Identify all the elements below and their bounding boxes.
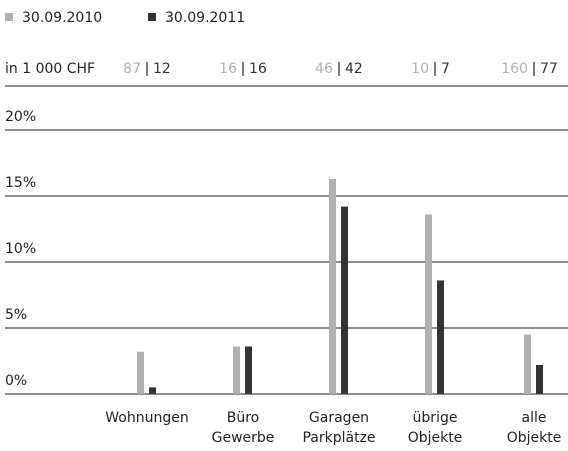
bar: [524, 334, 531, 394]
x-tick-label: Objekte: [507, 430, 562, 446]
bar: [425, 214, 432, 394]
bar: [245, 346, 252, 394]
amount-value: 16: [219, 61, 237, 77]
amount-value: 7: [441, 61, 450, 77]
y-tick-label: 20%: [5, 109, 36, 125]
bar: [341, 206, 348, 394]
y-tick-label: 5%: [5, 307, 27, 323]
x-tick-label: Gewerbe: [212, 430, 275, 446]
legend-label: 30.09.2010: [22, 10, 102, 26]
amount-value: 42: [345, 61, 363, 77]
legend-label: 30.09.2011: [165, 10, 245, 26]
x-tick-label: Büro: [227, 410, 260, 426]
legend-swatch: [148, 13, 156, 21]
amount-value: 46: [315, 61, 333, 77]
x-tick-label: Objekte: [408, 430, 463, 446]
y-tick-label: 10%: [5, 241, 36, 257]
amount-value: 16: [249, 61, 267, 77]
x-tick-label: Garagen: [309, 410, 369, 426]
y-tick-label: 0%: [5, 373, 27, 389]
x-tick-label: übrige: [413, 410, 458, 426]
x-tick-label: alle: [522, 410, 547, 426]
bar: [536, 364, 543, 394]
bar: [329, 178, 336, 394]
amount-value: 87: [123, 61, 141, 77]
bar: [437, 280, 444, 394]
amount-label: in 1 000 CHF: [5, 61, 95, 77]
x-tick-label: Wohnungen: [105, 410, 188, 426]
y-tick-label: 15%: [5, 175, 36, 191]
x-tick-label: Parkplätze: [302, 430, 375, 446]
bar: [233, 346, 240, 394]
amount-value: 12: [153, 61, 171, 77]
amount-value: 10: [411, 61, 429, 77]
amount-value: 160: [501, 61, 528, 77]
legend-swatch: [5, 13, 13, 21]
bar: [137, 351, 144, 394]
bar: [149, 387, 156, 394]
amount-value: 77: [540, 61, 558, 77]
